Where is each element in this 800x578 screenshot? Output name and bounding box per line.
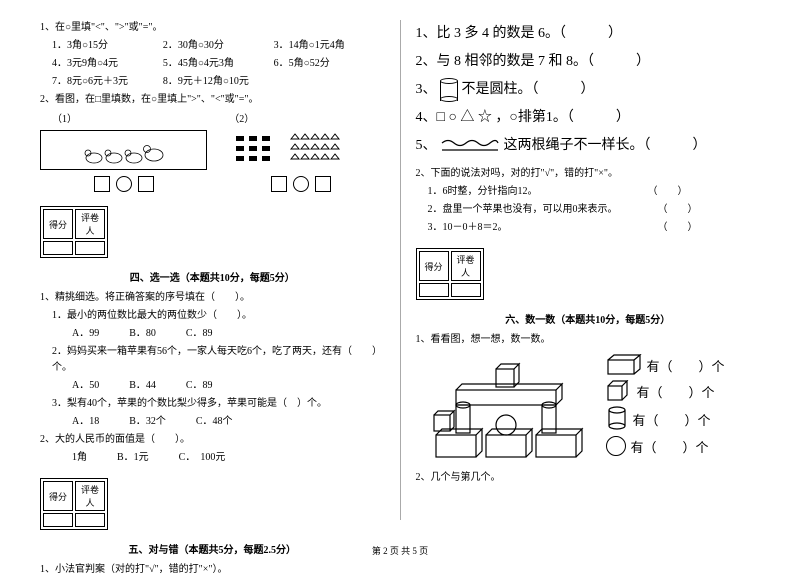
q1-6: 6．5角○52分 (274, 56, 385, 72)
judge-3-prefix: 3、 (416, 82, 437, 97)
s6q1: 1、看看图，想一想，数一数。 (416, 332, 761, 348)
right-column: 1、比 3 多 4 的数是 6。（ ） 2、与 8 相邻的数是 7 和 8。（ … (406, 20, 771, 520)
blank-square[interactable] (138, 176, 154, 192)
count-cuboid: 有（ ）个 (606, 354, 761, 376)
s4q1-2o: A．50 B．44 C．89 (40, 378, 385, 394)
q2-title: 2、看图，在□里填数，在○里填上">"、"<"或"="。 (40, 92, 385, 108)
judge-3: 3、 不是圆柱。（ ） (416, 76, 761, 104)
grader-cell[interactable] (75, 513, 105, 527)
score-h1: 得分 (43, 481, 73, 511)
blank-square[interactable] (315, 176, 331, 192)
q2-fig2: （2） (217, 112, 384, 192)
s5q1: 1、小法官判案（对的打"√"，错的打"×"）。 (40, 562, 385, 578)
score-h2: 评卷人 (75, 481, 105, 511)
s4q1-2: 2．妈妈买来一箱苹果有56个，一家人每天吃6个，吃了两天，还有（ ）个。 (40, 344, 385, 376)
judge-5-prefix: 5、 (416, 138, 437, 153)
s4q1-stem: 1、精挑细选。将正确答案的序号填在（ ）。 (40, 290, 385, 306)
blank-square[interactable] (94, 176, 110, 192)
q1-8: 8．9元＋12角○10元 (163, 74, 274, 90)
fig1-blanks (40, 176, 207, 192)
grader-cell[interactable] (75, 241, 105, 255)
q2-sub1: （1） (40, 112, 207, 128)
score-h1: 得分 (43, 209, 73, 239)
s4q1-1: 1．最小的两位数比最大的两位数少（ ）。 (40, 308, 385, 324)
cylinder-s-icon (606, 406, 628, 432)
q2-figures: （1） (40, 112, 385, 192)
rq2-1: 1．6时整，分针指向12。 （ ） (416, 184, 761, 200)
score-h1: 得分 (419, 251, 449, 281)
fig2-blanks (217, 176, 384, 192)
score-cell[interactable] (419, 283, 449, 297)
q1-3: 3．14角○1元4角 (274, 38, 385, 54)
fig1-img (40, 130, 207, 170)
q1-title: 1、在○里填"<"、">"或"="。 (40, 20, 385, 36)
score-table-6: 得分评卷人 (416, 248, 484, 300)
s6q2: 2、几个与第几个。 (416, 470, 761, 486)
score-table-4: 得分评卷人 (40, 206, 108, 258)
judge-5: 5、 这两根绳子不一样长。（ ） (416, 132, 761, 160)
count-cylinder: 有（ ）个 (606, 406, 761, 432)
count-2: 有（ ）个 (637, 382, 715, 401)
q1-9 (274, 74, 385, 90)
blank-circle[interactable] (116, 176, 132, 192)
q2-fig1: （1） (40, 112, 207, 192)
s6q1-content: 有（ ）个 有（ ）个 有（ ）个 有（ ）个 (416, 350, 761, 470)
rq2-stem: 2、下面的说法对吗，对的打"√"，错的打"×"。 (416, 166, 761, 182)
s4q1-1o: A．99 B．80 C．89 (40, 326, 385, 342)
cube-icon (606, 380, 632, 402)
sphere-icon (606, 436, 626, 456)
score-table-5: 得分评卷人 (40, 478, 108, 530)
score-h2: 评卷人 (451, 251, 481, 281)
count-1: 有（ ）个 (647, 356, 725, 375)
ducks-icon (74, 133, 174, 168)
count-4: 有（ ）个 (631, 437, 709, 456)
fig2-img (217, 130, 384, 170)
cylinder-icon (440, 78, 458, 102)
q1-row1: 1．3角○15分 2．30角○30分 3．14角○1元4角 (40, 38, 385, 54)
judge-2: 2、与 8 相邻的数是 7 和 8。（ ） (416, 48, 761, 76)
q1-row3: 7．8元○6元＋3元 8．9元＋12角○10元 (40, 74, 385, 90)
shape-counts: 有（ ）个 有（ ）个 有（ ）个 有（ ）个 (606, 350, 761, 460)
blank-circle[interactable] (293, 176, 309, 192)
s4q1-3o: A．18 B．32个 C．48个 (40, 414, 385, 430)
count-cube: 有（ ）个 (606, 380, 761, 402)
column-divider (400, 20, 401, 520)
worksheet-page: 1、在○里填"<"、">"或"="。 1．3角○15分 2．30角○30分 3．… (0, 0, 800, 540)
judge-3-text: 不是圆柱。（ ） (462, 82, 595, 97)
judge-4: 4、□ ○ △ ☆ ，○排第1。（ ） (416, 104, 761, 132)
count-3: 有（ ）个 (633, 410, 711, 429)
q1-7: 7．8元○6元＋3元 (52, 74, 163, 90)
q1-5: 5．45角○4元3角 (163, 56, 274, 72)
blocks-figure (416, 355, 596, 465)
s4q2-stem: 2、大的人民币的面值是（ ）。 (40, 432, 385, 448)
sec6-title: 六、数一数（本题共10分，每题5分） (416, 311, 761, 326)
s4q2-opts: 1角 B．1元 C． 100元 (40, 450, 385, 466)
cuboid-icon (606, 354, 642, 376)
left-column: 1、在○里填"<"、">"或"="。 1．3角○15分 2．30角○30分 3．… (30, 20, 395, 520)
q1-2: 2．30角○30分 (163, 38, 274, 54)
blank-square[interactable] (271, 176, 287, 192)
q1-4: 4．3元9角○4元 (52, 56, 163, 72)
count-sphere: 有（ ）个 (606, 436, 761, 456)
q2-sub2: （2） (217, 112, 384, 128)
q1-1: 1．3角○15分 (52, 38, 163, 54)
hats-icon (231, 131, 371, 169)
q1-row2: 4．3元9角○4元 5．45角○4元3角 6．5角○52分 (40, 56, 385, 72)
score-h2: 评卷人 (75, 209, 105, 239)
score-cell[interactable] (43, 241, 73, 255)
s4q1-3: 3．梨有40个，苹果的个数比梨少得多，苹果可能是（ ）个。 (40, 396, 385, 412)
judge-5-text: 这两根绳子不一样长。（ ） (504, 138, 707, 153)
page-footer: 第 2 页 共 5 页 (0, 544, 800, 557)
grader-cell[interactable] (451, 283, 481, 297)
rq2-2: 2．盘里一个苹果也没有，可以用0来表示。 （ ） (416, 202, 761, 218)
sec4-title: 四、选一选（本题共10分，每题5分） (40, 269, 385, 284)
judge-1: 1、比 3 多 4 的数是 6。（ ） (416, 20, 761, 48)
score-cell[interactable] (43, 513, 73, 527)
rq2-3: 3．10－0＋8＝2。 （ ） (416, 220, 761, 236)
wavy-lines-icon (440, 138, 500, 154)
